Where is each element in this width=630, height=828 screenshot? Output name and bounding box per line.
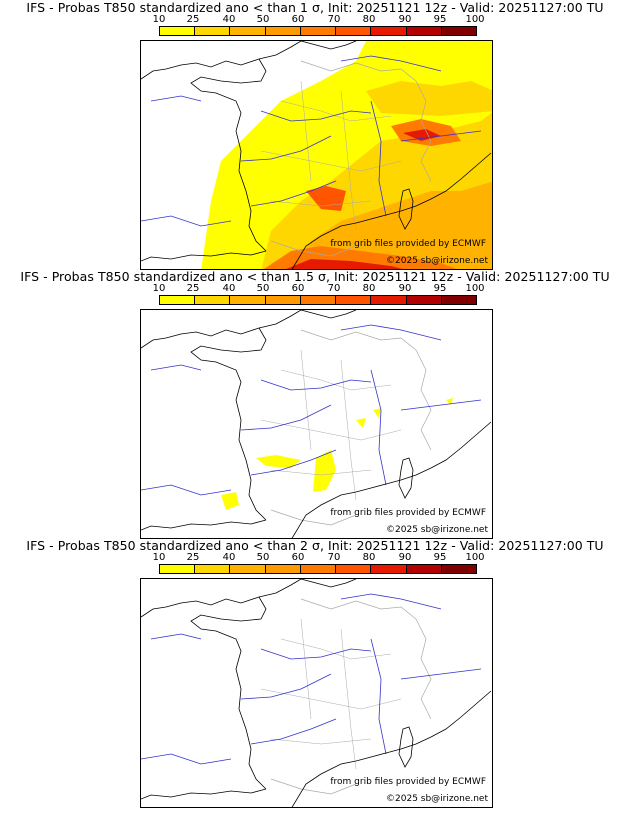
map-panel: IFS - Probas T850 standardized ano < tha… xyxy=(0,269,630,539)
colorbar-segment xyxy=(336,565,372,573)
colorbar-tick: 80 xyxy=(362,283,376,294)
copyright-credit: ©2025 sb@irizone.net xyxy=(386,256,488,266)
colorbar-tick: 10 xyxy=(152,552,166,563)
colorbar-ticks: 10 25 40 50 60 70 80 90 95 100 xyxy=(150,14,490,26)
colorbar-tick: 95 xyxy=(433,283,447,294)
colorbar xyxy=(159,295,477,305)
colorbar-tick: 25 xyxy=(186,14,200,25)
source-credit: from grib files provided by ECMWF xyxy=(330,777,486,787)
colorbar-tick: 100 xyxy=(465,283,485,294)
colorbar-tick: 95 xyxy=(433,14,447,25)
colorbar-segment xyxy=(300,27,337,35)
panel-title: IFS - Probas T850 standardized ano < tha… xyxy=(26,538,604,553)
colorbar-segment xyxy=(160,296,196,304)
colorbar-tick: 80 xyxy=(362,552,376,563)
colorbar-tick: 60 xyxy=(291,283,305,294)
colorbar-segment xyxy=(160,27,196,35)
colorbar-tick: 90 xyxy=(398,283,412,294)
colorbar-segment xyxy=(441,565,476,573)
colorbar-segment xyxy=(371,296,407,304)
colorbar-segment xyxy=(160,565,196,573)
panel-title: IFS - Probas T850 standardized ano < tha… xyxy=(26,0,604,15)
colorbar-tick: 70 xyxy=(327,552,341,563)
panel-title: IFS - Probas T850 standardized ano < tha… xyxy=(20,269,610,284)
colorbar xyxy=(159,564,477,574)
source-credit: from grib files provided by ECMWF xyxy=(330,508,486,518)
colorbar-segment xyxy=(265,565,301,573)
colorbar-tick: 60 xyxy=(291,552,305,563)
map-panel: IFS - Probas T850 standardized ano < tha… xyxy=(0,538,630,808)
map-graphic xyxy=(141,310,492,538)
colorbar xyxy=(159,26,477,36)
colorbar-segment xyxy=(371,27,407,35)
map-frame: from grib files provided by ECMWF ©2025 … xyxy=(140,578,493,808)
colorbar-segment xyxy=(195,27,231,35)
colorbar-segment xyxy=(406,565,442,573)
colorbar-segment xyxy=(195,565,231,573)
colorbar-segment xyxy=(371,565,407,573)
colorbar-segment xyxy=(406,27,442,35)
colorbar-tick: 80 xyxy=(362,14,376,25)
colorbar-segment xyxy=(300,565,337,573)
colorbar-segment xyxy=(441,296,476,304)
map-graphic xyxy=(141,579,492,807)
colorbar-tick: 95 xyxy=(433,552,447,563)
map-frame: from grib files provided by ECMWF ©2025 … xyxy=(140,309,493,539)
colorbar-segment xyxy=(265,296,301,304)
copyright-credit: ©2025 sb@irizone.net xyxy=(386,525,488,535)
colorbar-segment xyxy=(336,27,372,35)
colorbar-ticks: 10 25 40 50 60 70 80 90 95 100 xyxy=(150,552,490,564)
colorbar-segment xyxy=(230,296,266,304)
colorbar-segment xyxy=(336,296,372,304)
colorbar-segment xyxy=(195,296,231,304)
colorbar-tick: 40 xyxy=(222,14,236,25)
colorbar-segment xyxy=(265,27,301,35)
colorbar-tick: 40 xyxy=(222,283,236,294)
colorbar-tick: 70 xyxy=(327,283,341,294)
colorbar-segment xyxy=(230,27,266,35)
colorbar-tick: 90 xyxy=(398,14,412,25)
colorbar-tick: 100 xyxy=(465,14,485,25)
colorbar-segment xyxy=(230,565,266,573)
colorbar-tick: 90 xyxy=(398,552,412,563)
colorbar-tick: 100 xyxy=(465,552,485,563)
colorbar-segment xyxy=(406,296,442,304)
colorbar-tick: 50 xyxy=(256,14,270,25)
colorbar-tick: 25 xyxy=(186,552,200,563)
colorbar-tick: 60 xyxy=(291,14,305,25)
colorbar-tick: 50 xyxy=(256,552,270,563)
colorbar-ticks: 10 25 40 50 60 70 80 90 95 100 xyxy=(150,283,490,295)
map-panel: IFS - Probas T850 standardized ano < tha… xyxy=(0,0,630,270)
colorbar-tick: 40 xyxy=(222,552,236,563)
map-frame: from grib files provided by ECMWF ©2025 … xyxy=(140,40,493,270)
colorbar-segment xyxy=(441,27,476,35)
colorbar-tick: 25 xyxy=(186,283,200,294)
source-credit: from grib files provided by ECMWF xyxy=(330,239,486,249)
map-graphic xyxy=(141,41,492,269)
colorbar-tick: 50 xyxy=(256,283,270,294)
colorbar-tick: 70 xyxy=(327,14,341,25)
colorbar-tick: 10 xyxy=(152,14,166,25)
copyright-credit: ©2025 sb@irizone.net xyxy=(386,794,488,804)
colorbar-tick: 10 xyxy=(152,283,166,294)
colorbar-segment xyxy=(300,296,337,304)
